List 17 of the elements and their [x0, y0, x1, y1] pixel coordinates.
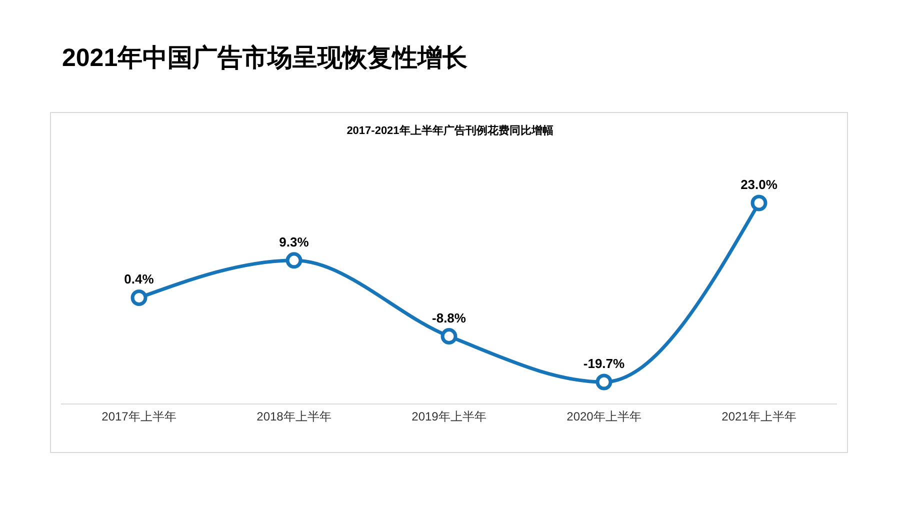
point	[130, 289, 148, 306]
x-tick-label: 2020年上半年	[566, 410, 642, 424]
point	[440, 328, 458, 345]
x-tick-label: 2017年上半年	[102, 410, 176, 424]
point	[286, 252, 302, 269]
data-label: 23.0%	[740, 177, 778, 192]
x-tick-label: 2021年上半年	[722, 410, 796, 424]
chart-title: 2021年中国广告市场呈现恢复性增长	[62, 43, 469, 74]
x-tick-label: 2018年上半年	[256, 410, 332, 424]
data-label: 0.4%	[124, 272, 154, 287]
data-label: -8.8%	[432, 310, 466, 326]
x-tick-label: 2019年上半年	[412, 410, 486, 424]
data-label: -19.7%	[583, 356, 626, 371]
chart-subtitle: 2017-2021年上半年广告刊例花费同比增幅	[346, 124, 554, 138]
point	[596, 374, 612, 390]
point	[750, 194, 768, 212]
data-label: 9.3%	[279, 234, 310, 250]
